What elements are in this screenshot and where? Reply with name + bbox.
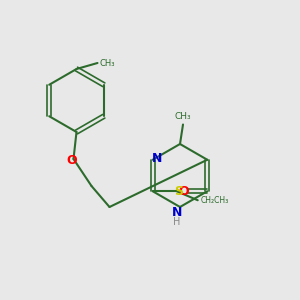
Text: H: H xyxy=(173,217,181,227)
Text: N: N xyxy=(152,152,162,165)
Text: O: O xyxy=(67,154,77,167)
Text: N: N xyxy=(172,206,182,220)
Text: CH₂CH₃: CH₂CH₃ xyxy=(201,196,229,205)
Text: CH₃: CH₃ xyxy=(175,112,191,121)
Text: O: O xyxy=(179,185,190,198)
Text: CH₃: CH₃ xyxy=(99,58,115,68)
Text: S: S xyxy=(174,185,183,198)
